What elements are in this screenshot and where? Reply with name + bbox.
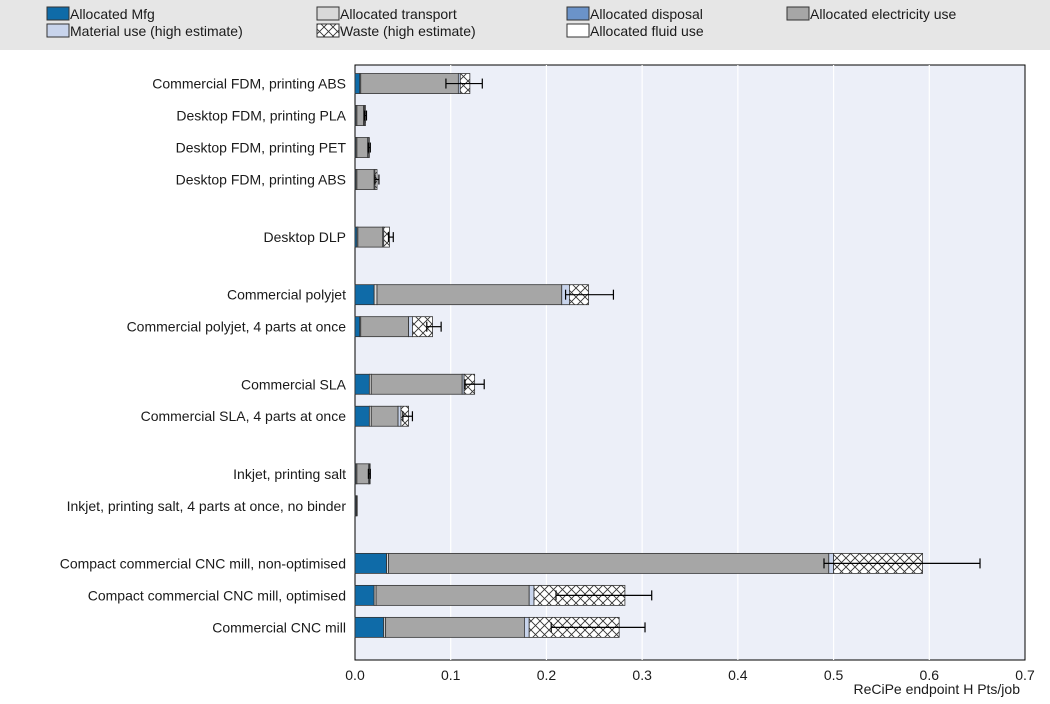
category-label: Commercial polyjet <box>227 287 346 303</box>
legend-swatch-mfg <box>46 6 70 21</box>
category-label: Desktop DLP <box>264 229 346 245</box>
legend-label-disposal: Allocated disposal <box>590 6 703 22</box>
category-label: Desktop FDM, printing ABS <box>176 172 346 188</box>
x-tick-label: 0.3 <box>632 667 652 683</box>
legend-swatch-disposal <box>566 6 590 21</box>
x-tick-label: 0.5 <box>824 667 844 683</box>
category-label: Commercial FDM, printing ABS <box>152 76 346 92</box>
bar-segment-electricity <box>356 463 369 485</box>
bar-segment-mfg <box>354 284 375 306</box>
category-label: Commercial CNC mill <box>212 619 346 635</box>
legend-swatch-fluid <box>566 23 590 38</box>
category-label: Desktop FDM, printing PET <box>176 140 347 156</box>
bar-segment-electricity <box>388 552 830 574</box>
bar-segment-electricity <box>357 226 384 248</box>
bar-segment-mfg <box>354 316 361 338</box>
x-tick-label: 0.2 <box>537 667 557 683</box>
bar-segment-electricity <box>376 284 563 306</box>
legend-label-fluid: Allocated fluid use <box>590 23 704 39</box>
bar-segment-material <box>397 405 402 427</box>
bar-segment-electricity <box>360 316 410 338</box>
legend-swatch-transport <box>316 6 340 21</box>
legend-label-waste: Waste (high estimate) <box>340 23 476 39</box>
legend-swatch-electricity <box>786 6 810 21</box>
category-label: Commercial SLA <box>241 376 347 392</box>
x-tick-label: 0.7 <box>1015 667 1035 683</box>
bar-segment-electricity <box>356 105 365 126</box>
bar-segment-transport <box>373 284 378 306</box>
legend-label-mfg: Allocated Mfg <box>70 6 155 22</box>
x-axis-label: ReCiPe endpoint H Pts/job <box>853 681 1020 697</box>
bar-segment-mfg <box>354 373 370 395</box>
x-tick-label: 0.4 <box>728 667 748 683</box>
bar-segment-material <box>524 616 530 638</box>
bar-segment-electricity <box>370 405 399 427</box>
bar-segment-electricity <box>356 137 368 158</box>
x-tick-label: 0.1 <box>441 667 461 683</box>
x-tick-labels: 0.0 0.1 0.2 0.3 0.4 0.5 0.6 0.7 <box>345 667 1035 683</box>
x-tick-label: 0.0 <box>345 667 365 683</box>
category-label: Compact commercial CNC mill, optimised <box>88 587 346 603</box>
bar-segment-electricity <box>356 495 358 517</box>
category-label: Inkjet, printing salt, 4 parts at once, … <box>67 498 347 514</box>
legend-swatch-material <box>46 23 70 38</box>
legend-label-transport: Allocated transport <box>340 6 457 22</box>
bar-segment-material <box>528 584 535 606</box>
legend-label-material: Material use (high estimate) <box>70 23 243 39</box>
x-tick-label: 0.6 <box>920 667 940 683</box>
legend-swatch-waste <box>316 23 340 38</box>
bar-segment-material <box>408 316 413 338</box>
bar-segment-mfg <box>354 616 385 638</box>
bar-segment-electricity <box>370 373 463 395</box>
category-label: Commercial SLA, 4 parts at once <box>141 408 347 424</box>
bar-segment-electricity <box>375 584 530 606</box>
category-labels: Commercial FDM, printing ABS Desktop FDM,… <box>60 76 347 636</box>
bar-segment-mfg <box>354 73 361 94</box>
error-bars <box>363 78 981 633</box>
bar-segment-electricity <box>360 73 459 94</box>
bar-segment-electricity <box>385 616 525 638</box>
legend-label-electricity: Allocated electricity use <box>810 6 957 22</box>
bar-segment-mfg <box>354 552 387 574</box>
category-label: Compact commercial CNC mill, non-optimis… <box>60 555 346 571</box>
category-label: Inkjet, printing salt <box>233 466 346 482</box>
bars <box>354 73 923 638</box>
category-label: Commercial polyjet, 4 parts at once <box>127 319 347 335</box>
bar-segment-electricity <box>356 169 375 190</box>
legend: Allocated Mfg Allocated transport Allocate… <box>46 6 957 39</box>
legend-background <box>0 0 1050 50</box>
bar-segment-mfg <box>354 584 375 606</box>
category-label: Desktop FDM, printing PLA <box>176 108 346 124</box>
bar-segment-mfg <box>354 405 370 427</box>
